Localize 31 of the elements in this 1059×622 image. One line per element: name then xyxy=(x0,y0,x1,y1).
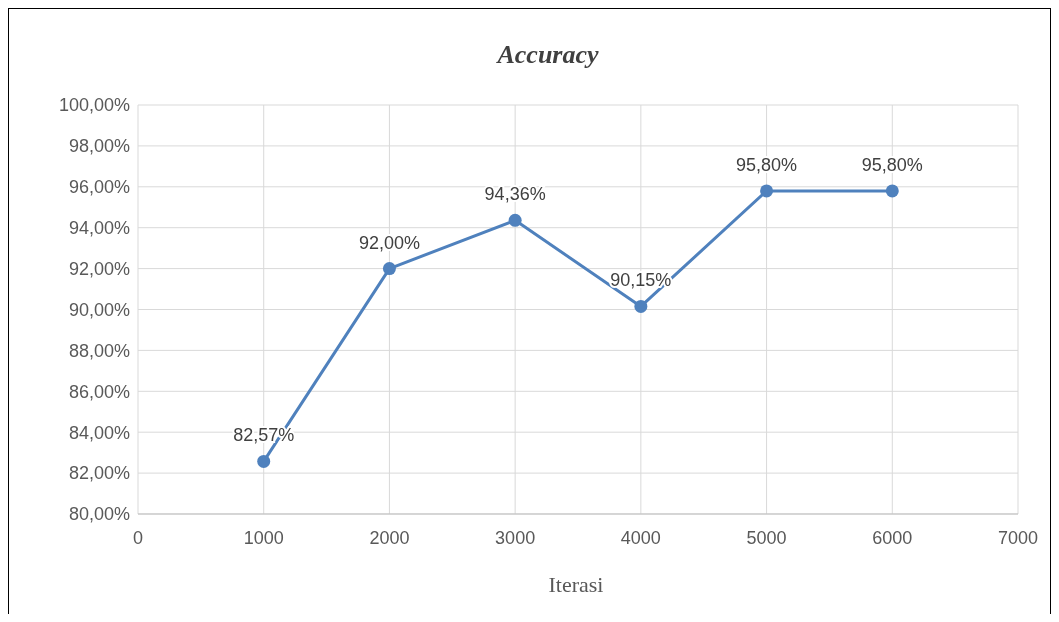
x-tick-label: 1000 xyxy=(243,528,284,548)
point xyxy=(760,184,774,198)
chart-title: Accuracy xyxy=(495,40,599,69)
y-tick-label: 98,00% xyxy=(68,136,130,157)
point xyxy=(257,454,271,468)
x-tick-label: 0 xyxy=(132,528,144,548)
point xyxy=(885,184,899,198)
y-tick-label: 88,00% xyxy=(68,340,130,361)
y-tick-label: 92,00% xyxy=(68,258,130,279)
y-tick-label: 96,00% xyxy=(68,177,130,198)
data-label: 95,80% xyxy=(736,154,798,175)
y-tick-label: 80,00% xyxy=(68,504,130,525)
x-tick-label: 4000 xyxy=(620,528,661,548)
y-tick-label: 90,00% xyxy=(68,299,130,320)
y-tick-label: 94,00% xyxy=(68,218,130,238)
y-tick-label: 84,00% xyxy=(68,422,130,443)
y-tick-label: 100,00% xyxy=(58,95,130,116)
x-tick-label: 5000 xyxy=(746,528,787,548)
x-tick-label: 7000 xyxy=(997,528,1039,548)
y-tick-label: 82,00% xyxy=(68,463,130,484)
x-tick-label: 6000 xyxy=(872,528,913,548)
data-label: 94,36% xyxy=(484,184,546,205)
y-tick-label: 86,00% xyxy=(68,381,130,402)
point xyxy=(382,262,396,276)
x-axis-title: Iterasi xyxy=(548,572,604,597)
data-label: 92,00% xyxy=(358,232,420,253)
point xyxy=(634,299,648,313)
x-tick-label: 2000 xyxy=(369,528,410,548)
data-label: 95,80% xyxy=(861,154,923,175)
x-tick-label: 3000 xyxy=(495,528,536,548)
point xyxy=(508,213,522,227)
